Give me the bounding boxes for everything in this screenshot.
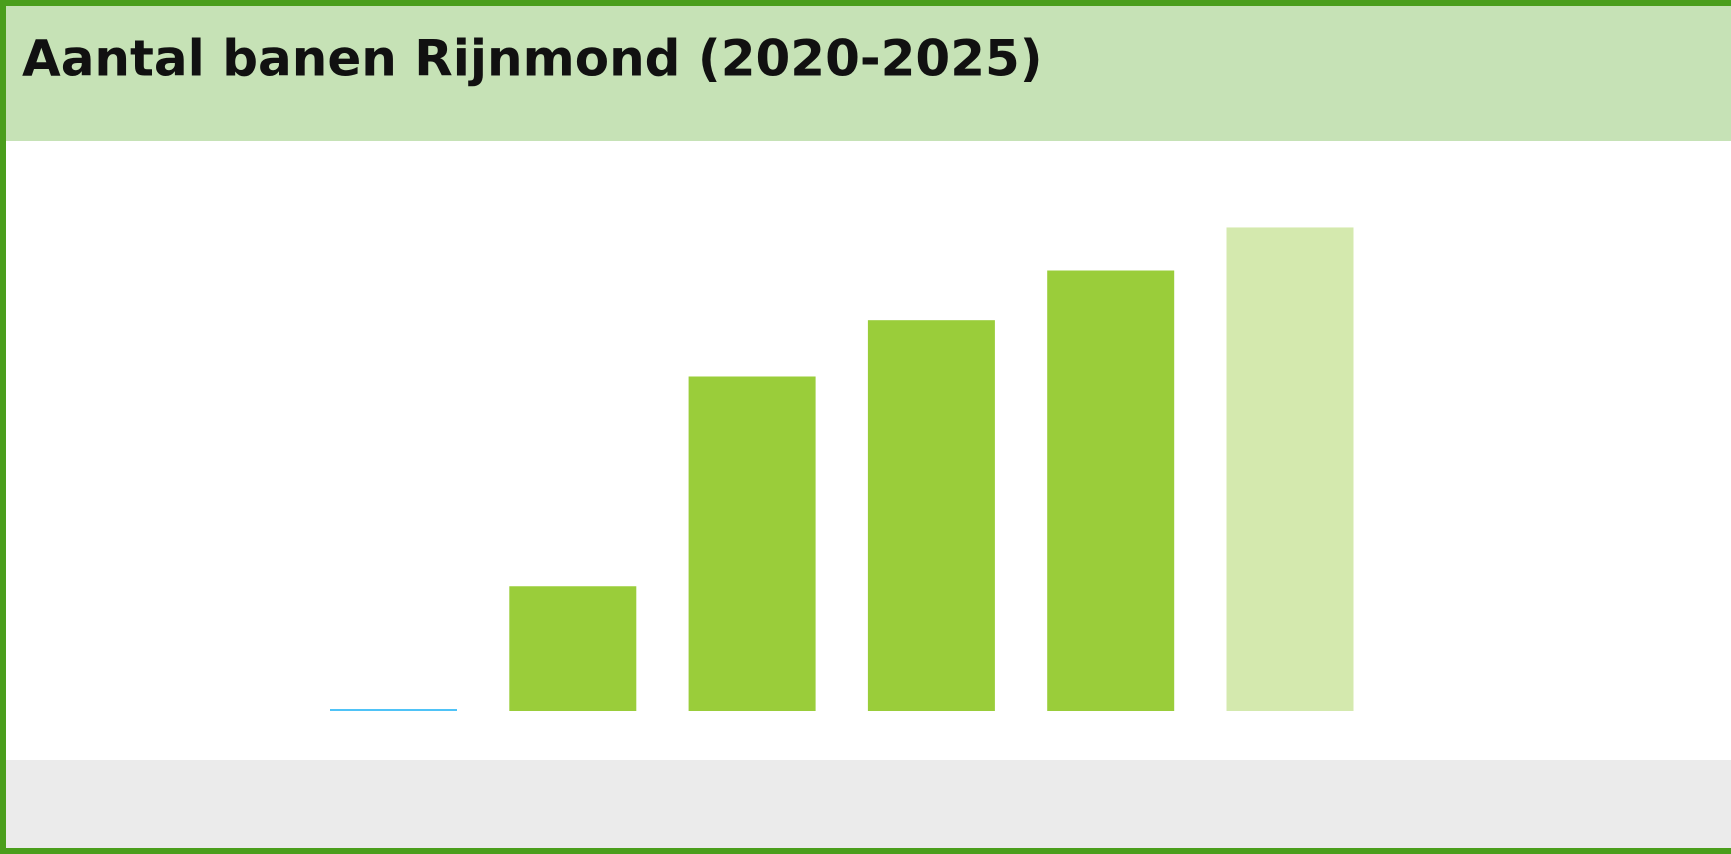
chart-title: Aantal banen Rijnmond (2020-2025) [22, 30, 1043, 88]
bar [1226, 227, 1354, 711]
bar [867, 320, 995, 711]
bar [1047, 270, 1175, 711]
bar [688, 376, 816, 711]
footer-band [6, 760, 1731, 848]
header-band [6, 6, 1731, 141]
bar [509, 586, 637, 711]
